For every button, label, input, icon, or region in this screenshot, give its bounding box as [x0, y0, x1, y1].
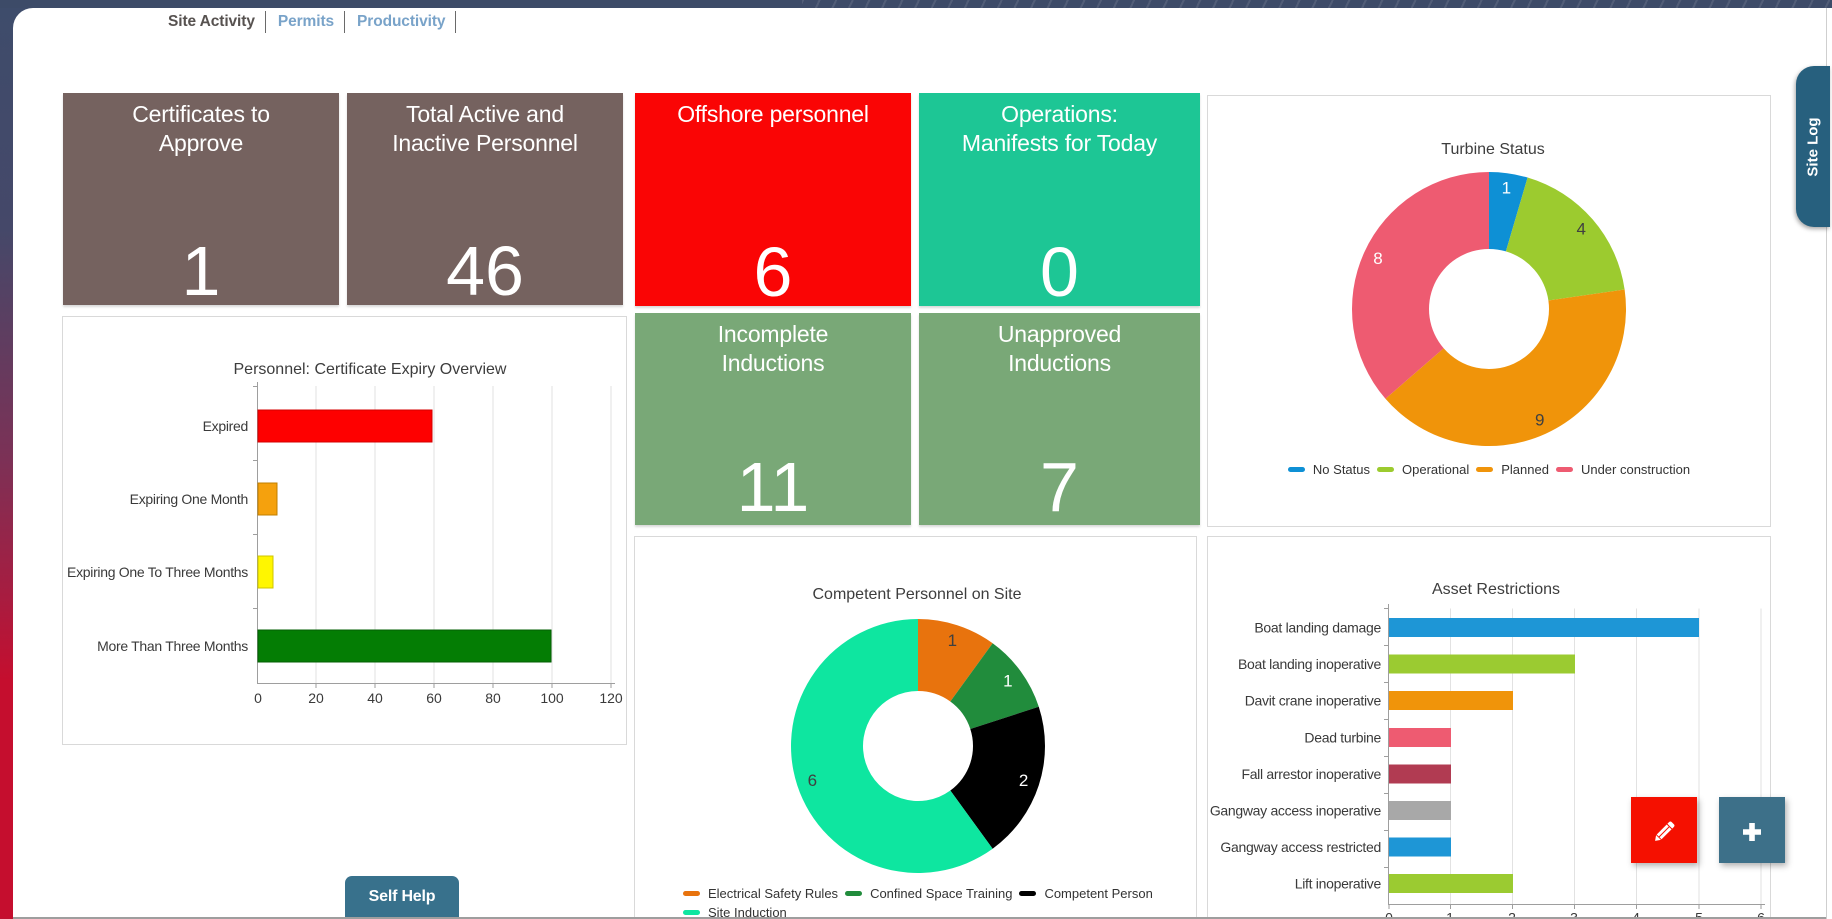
svg-text:5: 5	[1695, 910, 1703, 919]
svg-text:20: 20	[308, 690, 324, 706]
svg-text:2: 2	[1019, 771, 1028, 790]
svg-text:Davit crane inoperative: Davit crane inoperative	[1245, 693, 1382, 709]
svg-text:Gangway access restricted: Gangway access restricted	[1220, 839, 1381, 855]
svg-text:Lift inoperative: Lift inoperative	[1295, 876, 1382, 892]
svg-text:Boat landing inoperative: Boat landing inoperative	[1238, 656, 1382, 672]
svg-text:More Than Three Months: More Than Three Months	[97, 638, 248, 654]
svg-text:6: 6	[1757, 910, 1765, 919]
svg-text:1: 1	[948, 631, 957, 650]
svg-text:1: 1	[1003, 671, 1012, 690]
svg-text:Turbine Status: Turbine Status	[1441, 141, 1544, 158]
svg-text:120: 120	[599, 690, 623, 706]
svg-text:8: 8	[1373, 249, 1382, 268]
svg-text:Fall arrestor inoperative: Fall arrestor inoperative	[1241, 766, 1381, 782]
svg-text:0: 0	[1385, 910, 1393, 919]
svg-text:100: 100	[540, 690, 564, 706]
svg-text:1: 1	[1446, 910, 1454, 919]
svg-text:9: 9	[1535, 411, 1544, 430]
svg-text:3: 3	[1570, 910, 1578, 919]
svg-text:Gangway access inoperative: Gangway access inoperative	[1210, 803, 1382, 819]
svg-text:Expiring One Month: Expiring One Month	[130, 491, 248, 507]
svg-text:1: 1	[1502, 179, 1511, 198]
svg-text:6: 6	[808, 771, 817, 790]
svg-text:2: 2	[1508, 910, 1516, 919]
svg-text:60: 60	[426, 690, 442, 706]
svg-text:Expiring One To Three Months: Expiring One To Three Months	[67, 564, 248, 580]
svg-text:4: 4	[1576, 220, 1585, 239]
svg-text:Dead turbine: Dead turbine	[1304, 730, 1381, 746]
svg-text:Boat landing damage: Boat landing damage	[1254, 620, 1381, 636]
svg-text:Asset Restrictions: Asset Restrictions	[1432, 581, 1560, 598]
svg-text:Competent Personnel on Site: Competent Personnel on Site	[812, 586, 1021, 603]
svg-text:Personnel: Certificate Expiry: Personnel: Certificate Expiry Overview	[234, 361, 507, 378]
svg-text:40: 40	[367, 690, 383, 706]
svg-text:Expired: Expired	[203, 418, 248, 434]
svg-text:80: 80	[485, 690, 501, 706]
svg-text:0: 0	[254, 690, 262, 706]
svg-text:4: 4	[1632, 910, 1640, 919]
